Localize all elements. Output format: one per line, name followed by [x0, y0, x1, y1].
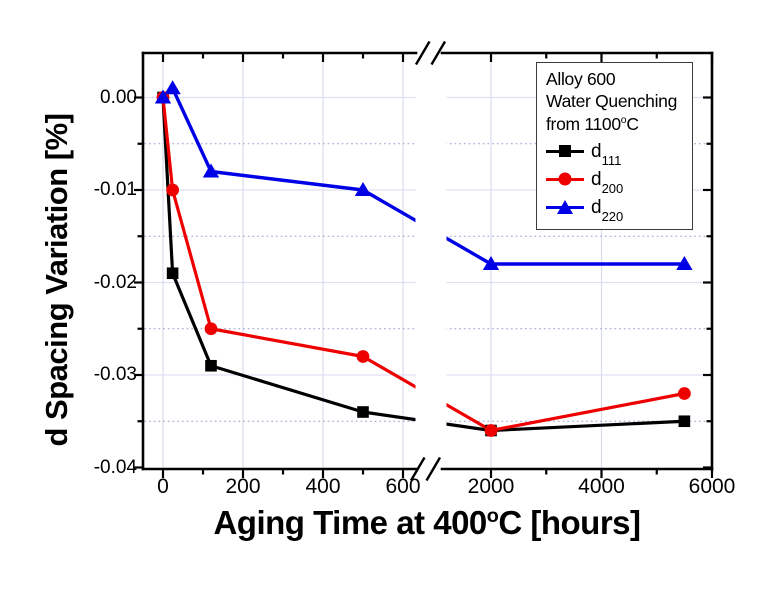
- legend-entry-label: d200: [591, 168, 624, 197]
- y-tick-label: -0.04: [93, 456, 137, 478]
- marker-circle-d200: [677, 387, 691, 400]
- y-axis-title: d Spacing Variation [%]: [39, 113, 74, 447]
- marker-triangle-d220: [154, 89, 172, 104]
- x-axis-title-end: C [hours]: [498, 504, 641, 541]
- x-tick-label: 0: [157, 475, 169, 498]
- legend-entry-d200: d200: [546, 165, 692, 197]
- axis-break-icon: [409, 456, 426, 482]
- x-tick-label: 6000: [688, 475, 736, 498]
- marker-square-d111: [678, 415, 691, 428]
- legend-title-line2: Water Quenching: [546, 91, 678, 111]
- legend-entry-label: d220: [591, 196, 624, 225]
- marker-triangle-d220: [482, 256, 500, 270]
- marker-triangle-d220: [354, 182, 372, 196]
- series-line-d200: [161, 97, 685, 433]
- degree-superscript: o: [486, 505, 499, 527]
- legend-sample-line-icon: [546, 171, 584, 187]
- axis-break-band: [415, 54, 447, 468]
- y-tick-label: 0.00: [100, 86, 137, 108]
- axis-break-icon: [414, 40, 431, 66]
- legend-sample-line-icon: [546, 199, 584, 215]
- x-axis-title-main: Aging Time at 400: [213, 504, 487, 541]
- marker-square-d111: [205, 359, 217, 372]
- marker-square-d111: [166, 267, 179, 280]
- x-tick-label: 600: [385, 475, 421, 498]
- legend-title-line1: Alloy 600: [546, 69, 616, 89]
- y-tick-label: -0.02: [93, 271, 137, 293]
- marker-circle-d200: [166, 183, 180, 197]
- legend-sample-line-icon: [546, 143, 584, 159]
- marker-circle-d200: [484, 424, 498, 437]
- marker-triangle-d220: [676, 256, 693, 270]
- axis-break-icon: [430, 40, 447, 66]
- axis-break-icon: [425, 456, 442, 482]
- legend-line3-end: C: [626, 114, 639, 134]
- legend-line3-main: from 1100: [546, 114, 621, 134]
- x-tick-label: 4000: [578, 475, 625, 498]
- series-line-d111: [161, 97, 685, 433]
- x-tick-label: 400: [305, 475, 341, 498]
- x-tick-label: 2000: [467, 475, 515, 498]
- legend: Alloy 600 Water Quenching from 1100oC d1…: [536, 62, 693, 230]
- y-tick-label: -0.01: [93, 179, 137, 200]
- marker-circle-d200: [356, 350, 370, 363]
- marker-square-d111: [357, 406, 369, 418]
- legend-entry-d111: d111: [546, 137, 692, 169]
- legend-entry-d220: d220: [546, 193, 692, 225]
- marker-circle-d200: [204, 322, 218, 336]
- marker-triangle-d220: [164, 80, 181, 95]
- legend-title-line3: from 1100oC: [546, 112, 692, 137]
- y-tick-label: -0.03: [93, 364, 137, 385]
- legend-entry-label: d111: [591, 140, 622, 169]
- x-axis-title: Aging Time at 400oC [hours]: [213, 504, 641, 542]
- degree-superscript: o: [620, 114, 627, 127]
- marker-triangle-d220: [202, 163, 220, 178]
- x-tick-label: 200: [225, 475, 261, 498]
